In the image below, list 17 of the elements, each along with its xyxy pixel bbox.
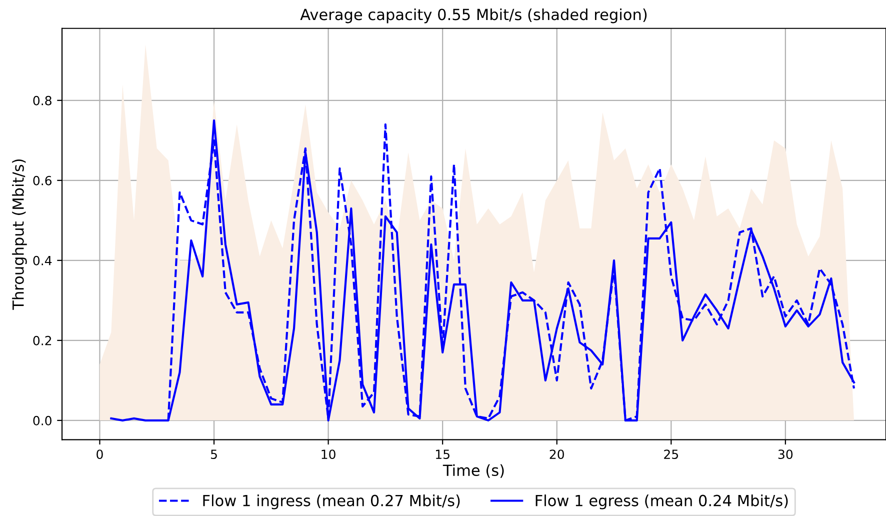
- x-axis-title: Time (s): [442, 464, 504, 478]
- x-tick-label: 20: [550, 450, 564, 460]
- x-tick-label: 30: [778, 450, 793, 460]
- x-tick-label: 25: [664, 450, 678, 460]
- y-tick-label: 0.2: [33, 336, 52, 346]
- x-tick-label: 15: [436, 450, 450, 460]
- y-tick-label: 0.8: [33, 96, 52, 106]
- chart-title: Average capacity 0.55 Mbit/s (shaded region): [300, 8, 647, 24]
- y-axis-title: Throughput (Mbit/s): [12, 159, 27, 310]
- legend-label: Flow 1 ingress (mean 0.27 Mbit/s): [203, 494, 460, 510]
- x-tick-label: 0: [96, 450, 103, 460]
- y-tick-label: 0.6: [33, 176, 52, 186]
- x-tick-label: 10: [322, 450, 336, 460]
- x-tick-label: 5: [211, 450, 217, 460]
- y-tick-label: 0.4: [33, 256, 52, 266]
- y-tick-label: 0.0: [33, 416, 52, 426]
- legend-label: Flow 1 egress (mean 0.24 Mbit/s): [536, 494, 788, 510]
